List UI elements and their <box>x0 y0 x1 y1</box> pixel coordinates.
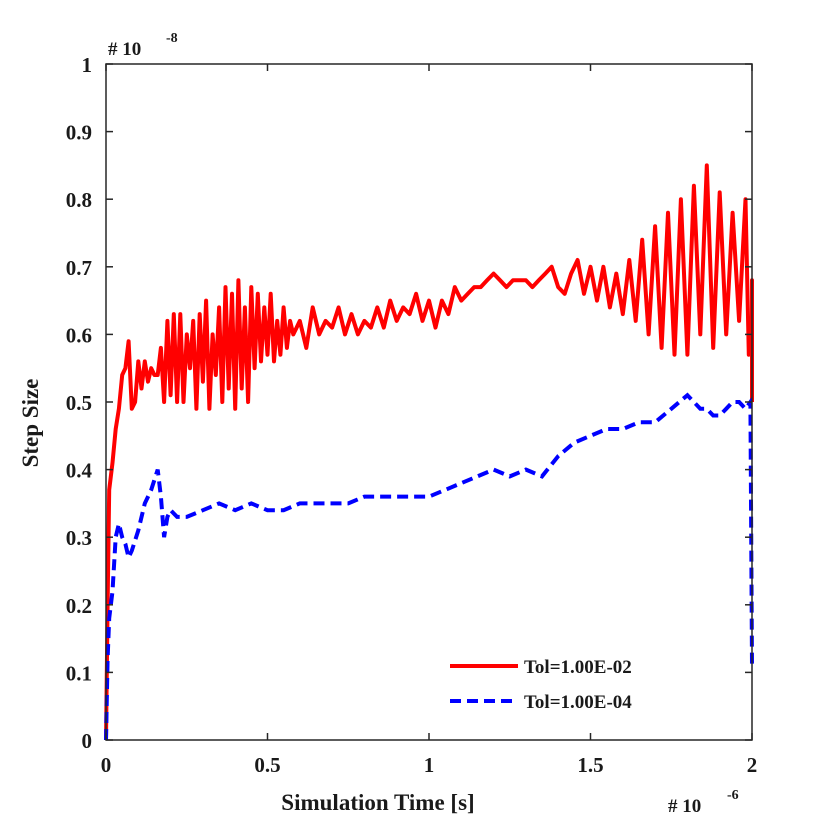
series-line-1 <box>104 392 754 741</box>
x-tick-label: 1.5 <box>577 753 603 777</box>
y-exponent-power: -8 <box>166 31 178 46</box>
x-tick-label: 2 <box>747 753 758 777</box>
y-tick-label: 0.8 <box>66 188 92 212</box>
y-tick-label: 0.6 <box>66 323 92 347</box>
legend-label-tol-1e-04: Tol=1.00E-04 <box>524 692 632 713</box>
ticks-group: 0 0.5 1 1.5 2 0 0.1 0.2 0.3 0.4 0.5 0.6 0.7 0.8 0.9 1 <box>66 53 758 777</box>
y-tick-label: 0.2 <box>66 594 92 618</box>
series-group <box>104 163 754 741</box>
y-tick-label: 1 <box>82 53 93 77</box>
y-axis-title: Step Size <box>18 379 43 468</box>
y-tick-label: 0.7 <box>66 256 92 280</box>
y-exponent-label: # 10 <box>108 39 141 60</box>
y-tick-label: 0.3 <box>66 526 92 550</box>
y-tick-label: 0.4 <box>66 459 93 483</box>
y-tick-label: 0.1 <box>66 661 92 685</box>
legend: Tol=1.00E-02 Tol=1.00E-04 <box>450 657 632 713</box>
x-tick-label: 0 <box>101 753 112 777</box>
y-tick-label: 0 <box>82 729 93 753</box>
x-exponent-label: # 10 <box>668 796 701 817</box>
x-tick-label: 1 <box>424 753 435 777</box>
x-tick-label: 0.5 <box>254 753 280 777</box>
legend-label-tol-1e-02: Tol=1.00E-02 <box>524 657 632 678</box>
y-tick-label: 0.9 <box>66 121 92 145</box>
x-axis-title: Simulation Time [s] <box>281 790 474 815</box>
y-tick-label: 0.5 <box>66 391 92 415</box>
series-line-0 <box>104 163 754 741</box>
x-exponent-power: -6 <box>727 788 739 803</box>
